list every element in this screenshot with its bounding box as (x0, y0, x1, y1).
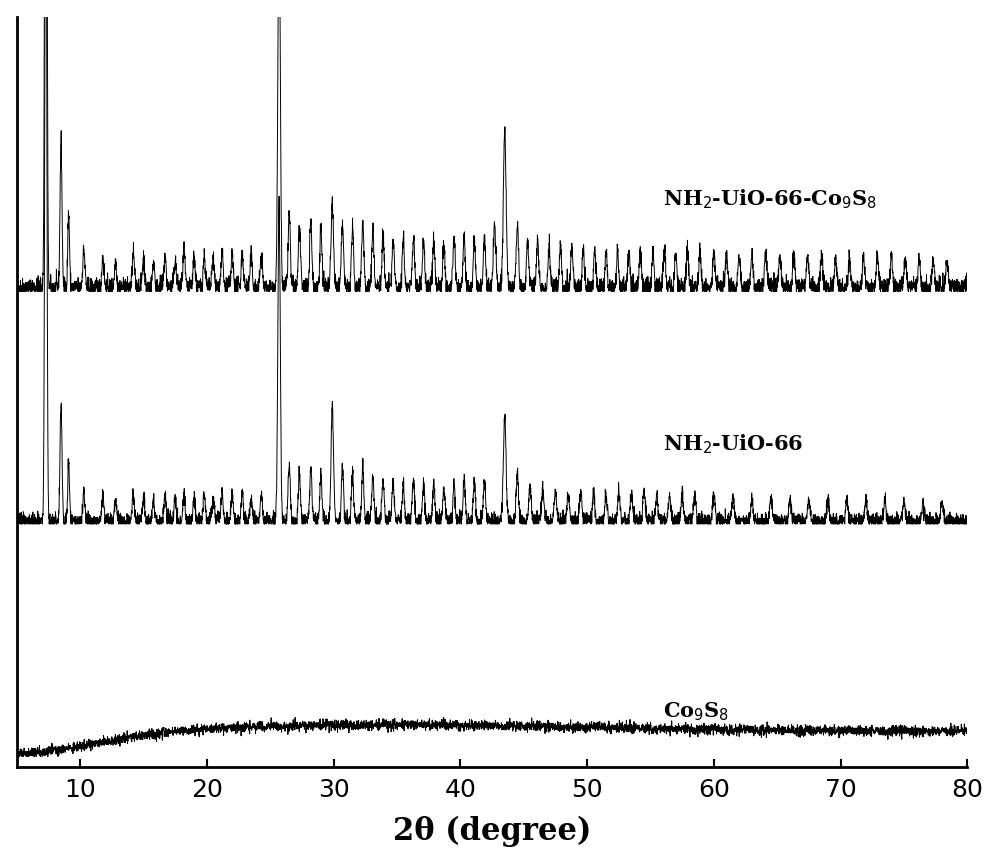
Text: NH$_2$-UiO-66-Co$_9$S$_8$: NH$_2$-UiO-66-Co$_9$S$_8$ (663, 187, 877, 211)
Text: NH$_2$-UiO-66: NH$_2$-UiO-66 (663, 433, 803, 456)
X-axis label: 2θ (degree): 2θ (degree) (393, 816, 591, 848)
Text: Co$_9$S$_8$: Co$_9$S$_8$ (663, 700, 729, 722)
